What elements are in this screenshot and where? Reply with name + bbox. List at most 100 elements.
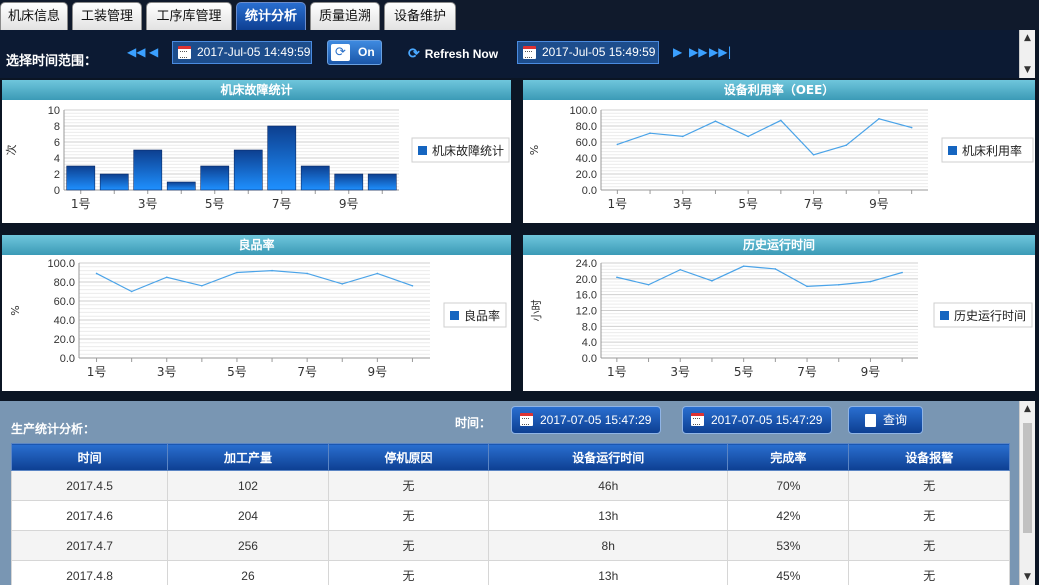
scroll-up-icon[interactable]: ▲: [1024, 404, 1031, 414]
refresh-toggle-icon: ⟳: [331, 44, 350, 61]
data-point: [376, 272, 379, 275]
table-row[interactable]: 2017.4.5 102 无 46h 70% 无: [10, 470, 1010, 501]
cell-alarm: 无: [848, 530, 1010, 561]
content-scrollbar[interactable]: ▲ ▼: [1019, 401, 1035, 585]
x-tick-label: 7号: [272, 197, 292, 211]
cell-completion: 42%: [727, 500, 850, 531]
data-point: [837, 283, 840, 286]
col-output[interactable]: 加工产量: [167, 443, 329, 471]
series-line: [96, 269, 413, 293]
step-forward-icon[interactable]: ▶: [673, 45, 683, 59]
y-tick-label: 6: [54, 137, 60, 149]
time-range-toolbar: [0, 30, 1019, 78]
bar: [99, 173, 129, 191]
y-tick-label: 10: [48, 105, 60, 117]
cell-output: 204: [167, 500, 329, 531]
bar: [166, 181, 196, 191]
toggle-label: On: [358, 45, 375, 59]
forward-icon[interactable]: ▶▶: [689, 45, 708, 59]
x-tick-label: 5号: [738, 197, 758, 211]
legend-label: 机床故障统计: [432, 143, 504, 158]
end-time-value: 2017-Jul-05 15:49:59: [542, 45, 656, 59]
table-row[interactable]: 2017.4.6 204 无 13h 42% 无: [10, 500, 1010, 531]
y-tick-label: 16.0: [576, 290, 597, 302]
y-tick-label: 0: [54, 185, 60, 197]
data-point: [681, 135, 684, 138]
y-tick-label: 60.0: [54, 296, 75, 308]
x-tick-label: 5号: [227, 365, 247, 379]
panel-title: 良品率: [2, 235, 511, 255]
data-point: [845, 144, 848, 146]
data-point: [306, 272, 308, 275]
col-stop-reason[interactable]: 停机原因: [327, 443, 490, 471]
col-time[interactable]: 时间: [10, 443, 169, 471]
series-line: [616, 265, 903, 287]
jump-end-icon[interactable]: ▶▶|: [709, 45, 732, 59]
legend-swatch: [450, 311, 459, 320]
bar: [367, 173, 397, 191]
y-tick-label: 8.0: [582, 321, 597, 333]
calendar-icon: [523, 46, 536, 59]
panel-title: 机床故障统计: [2, 80, 511, 100]
legend-label: 机床利用率: [962, 143, 1022, 158]
start-time-picker[interactable]: 2017-Jul-05 14:49:59: [172, 41, 312, 64]
scroll-down-icon[interactable]: ▼: [1024, 65, 1031, 75]
panel-title: 历史运行时间: [523, 235, 1035, 255]
query-label: 查询: [883, 413, 908, 427]
x-tick-label: 7号: [797, 365, 817, 379]
col-completion[interactable]: 完成率: [727, 443, 850, 471]
col-runtime[interactable]: 设备运行时间: [488, 443, 729, 471]
tab-statistics[interactable]: 统计分析: [236, 2, 306, 30]
tab-process-library[interactable]: 工序库管理: [146, 2, 232, 30]
tab-fixture-management[interactable]: 工装管理: [72, 2, 142, 30]
y-axis-label: 次: [4, 145, 18, 156]
data-point: [130, 290, 133, 293]
toolbar-scrollbar[interactable]: ▲ ▼: [1019, 30, 1035, 78]
scroll-thumb[interactable]: [1023, 423, 1032, 533]
legend-swatch: [948, 146, 957, 155]
table-row[interactable]: 2017.4.7 256 无 8h 53% 无: [10, 530, 1010, 561]
production-start-value: 2017-07-05 15:47:29: [540, 413, 652, 427]
x-tick-label: 3号: [673, 197, 693, 211]
cell-stop-reason: 无: [327, 560, 490, 585]
legend-label: 良品率: [464, 308, 500, 323]
tab-quality-trace[interactable]: 质量追溯: [310, 2, 380, 30]
data-point: [201, 285, 203, 287]
data-point: [806, 285, 808, 288]
table-row[interactable]: 2017.4.8 26 无 13h 45% 无: [10, 560, 1010, 585]
rewind-icon[interactable]: ◀◀: [127, 45, 146, 59]
data-point: [95, 272, 98, 275]
x-tick-label: 1号: [71, 197, 91, 211]
data-point: [878, 118, 880, 120]
runtime-chart: 0.0 4.0 8.0 12.0 16.0 20.0 24.0 小时 1号 3号 5号 7号 9号 历史运…: [530, 258, 1033, 379]
data-point: [679, 268, 682, 271]
auto-refresh-toggle[interactable]: ⟳ On: [327, 40, 382, 65]
query-button[interactable]: 查询: [848, 406, 923, 434]
tab-machine-info[interactable]: 机床信息: [0, 2, 68, 30]
step-back-icon[interactable]: ◀: [149, 45, 159, 59]
refresh-now-label: Refresh Now: [424, 47, 499, 61]
calendar-icon: [520, 413, 533, 426]
scroll-up-icon[interactable]: ▲: [1024, 33, 1031, 43]
runtime-panel: 历史运行时间 0.0 4.0 8.0 12.0 16.0 20.0 24.0 小时 1号 3号 5号…: [523, 235, 1035, 391]
legend-box: [941, 137, 1034, 163]
table-header-row: 时间 加工产量 停机原因 设备运行时间 完成率 设备报警: [10, 443, 1010, 471]
legend-swatch: [418, 146, 427, 155]
scroll-down-icon[interactable]: ▼: [1024, 572, 1031, 582]
x-tick-label: 1号: [608, 197, 628, 211]
data-point: [411, 285, 414, 287]
tab-equipment-maintenance[interactable]: 设备维护: [384, 2, 456, 30]
panel-title: 设备利用率（OEE）: [523, 80, 1035, 100]
y-axis-label: %: [528, 145, 541, 155]
production-end-time[interactable]: 2017-07-05 15:47:29: [682, 406, 832, 434]
y-tick-label: 100.0: [47, 258, 75, 270]
y-tick-label: 0.0: [582, 185, 597, 197]
col-alarm[interactable]: 设备报警: [848, 443, 1010, 471]
y-axis-label: 小时: [530, 300, 543, 322]
refresh-icon: ⟳: [408, 45, 420, 61]
refresh-now-button[interactable]: ⟳ Refresh Now: [408, 45, 498, 62]
end-time-picker[interactable]: 2017-Jul-05 15:49:59: [517, 41, 659, 64]
y-tick-label: 40.0: [54, 315, 75, 327]
production-start-time[interactable]: 2017-07-05 15:47:29: [511, 406, 661, 434]
legend-box: [933, 302, 1033, 328]
